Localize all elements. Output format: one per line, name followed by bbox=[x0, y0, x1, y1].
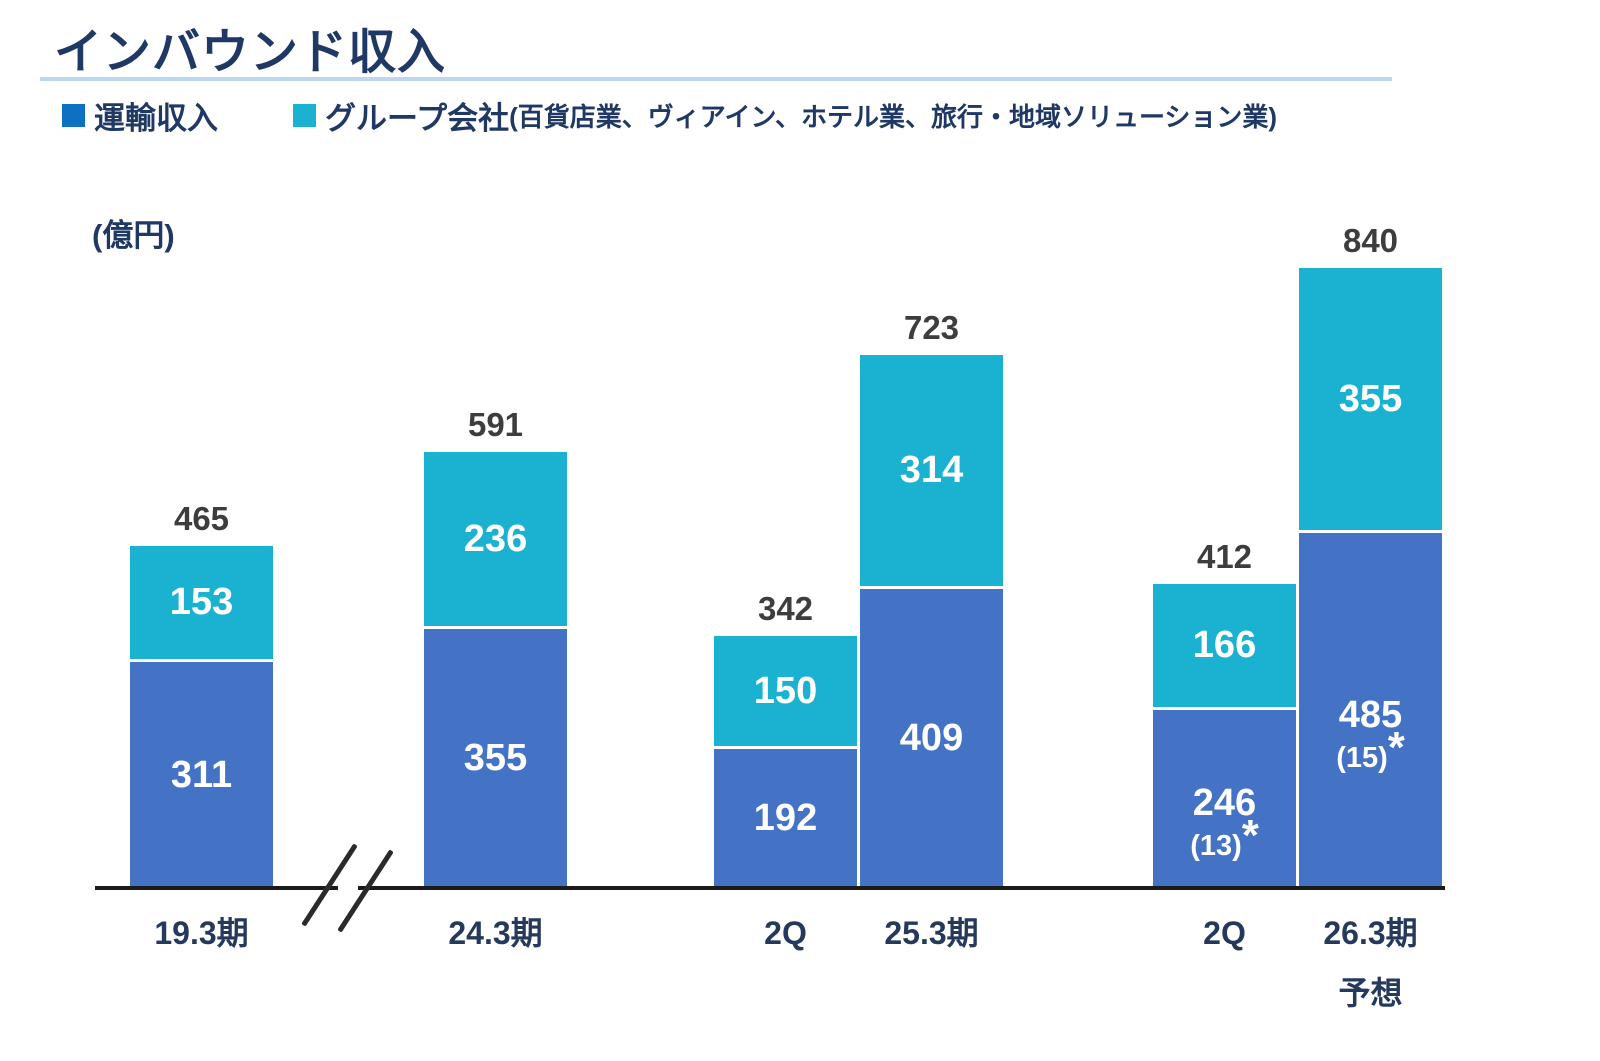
bar-segment-transport-label: 192 bbox=[754, 797, 817, 840]
segment-value: 192 bbox=[753, 797, 818, 840]
x-axis-label-line: 2Q bbox=[764, 915, 807, 951]
bar-segment-transport: 246 (13)* bbox=[1153, 706, 1296, 888]
segment-note: (15)* bbox=[1336, 726, 1405, 775]
bar-segment-group: 355 bbox=[1299, 268, 1442, 531]
segment-value: 314 bbox=[899, 449, 964, 492]
bar-segment-group: 153 bbox=[130, 545, 273, 659]
segment-value: 153 bbox=[169, 580, 234, 623]
legend-label-transport: 運輸収入 bbox=[94, 101, 218, 136]
bar-total-label: 723 bbox=[903, 308, 960, 346]
bar-total-label: 840 bbox=[1342, 222, 1399, 260]
legend-swatch-transport-icon bbox=[62, 104, 85, 127]
page-title: インバウンド収入 bbox=[54, 26, 447, 79]
segment-note: (13)* bbox=[1190, 814, 1259, 863]
bar-segment-transport: 485 (15)* bbox=[1299, 530, 1442, 888]
x-axis-label-line: 2Q bbox=[1203, 915, 1246, 951]
bar-segment-group-label: 153 bbox=[170, 581, 233, 624]
bar-segment-group-label: 236 bbox=[464, 518, 527, 561]
bar-segment-group: 150 bbox=[714, 635, 857, 747]
segment-value: 246 bbox=[1192, 782, 1257, 825]
x-axis-line bbox=[357, 886, 1445, 890]
x-axis-label: 19.3期 bbox=[92, 914, 312, 952]
bar-segment-transport-label: 246 (13)* bbox=[1190, 782, 1259, 863]
bar-segment-transport-label: 409 bbox=[900, 717, 963, 760]
bar-segment-group-label: 166 bbox=[1193, 624, 1256, 667]
unit-label: (億円) bbox=[92, 218, 175, 253]
x-axis-label-line: 19.3期 bbox=[154, 915, 249, 951]
segment-value: 150 bbox=[753, 669, 818, 712]
bar-segment-transport: 311 bbox=[130, 658, 273, 888]
title-underline bbox=[40, 77, 1392, 81]
legend-sublabel-group: (百貨店業、ヴィアイン、ホテル業、旅行・地域ソリューション業) bbox=[509, 102, 1278, 132]
asterisk-mark: * bbox=[1241, 811, 1259, 860]
segment-value: 355 bbox=[1338, 377, 1403, 420]
segment-value: 485 bbox=[1338, 694, 1403, 737]
segment-value: 166 bbox=[1192, 624, 1257, 667]
x-axis-label: 2Q bbox=[1115, 914, 1335, 952]
bar-segment-transport: 355 bbox=[424, 626, 567, 888]
x-axis-label-line: 25.3期 bbox=[884, 915, 979, 951]
x-axis-label: 24.3期 bbox=[386, 914, 606, 952]
bar-segment-group: 166 bbox=[1153, 584, 1296, 707]
legend-label-group: グループ会社 bbox=[325, 101, 510, 136]
bar-segment-group-label: 150 bbox=[754, 670, 817, 713]
legend-item-transport: 運輸収入 bbox=[62, 93, 218, 138]
bar-segment-group-label: 314 bbox=[900, 449, 963, 492]
asterisk-mark: * bbox=[1387, 723, 1405, 772]
segment-note-text: (15) bbox=[1336, 741, 1388, 774]
bar-segment-transport: 192 bbox=[714, 746, 857, 888]
x-axis-label-line: 26.3期 bbox=[1323, 915, 1418, 951]
bar-total-label: 591 bbox=[467, 406, 524, 444]
x-axis-label-line: 予想 bbox=[1338, 975, 1403, 1012]
bar-segment-transport: 409 bbox=[860, 586, 1003, 888]
bar-total-label: 342 bbox=[757, 589, 814, 627]
segment-value: 355 bbox=[463, 737, 528, 780]
x-axis-label: 25.3期 bbox=[822, 914, 1042, 952]
segment-note-text: (13) bbox=[1190, 830, 1242, 863]
bar-segment-transport-label: 311 bbox=[171, 754, 232, 797]
x-axis-label-line: 24.3期 bbox=[448, 915, 543, 951]
x-axis-label: 26.3期予想 bbox=[1261, 914, 1481, 1013]
x-axis-line bbox=[95, 886, 338, 890]
bar-segment-transport-label: 355 bbox=[464, 737, 527, 780]
segment-value: 311 bbox=[170, 753, 233, 796]
bar-segment-group: 236 bbox=[424, 452, 567, 627]
bar-total-label: 465 bbox=[173, 499, 230, 537]
bar-total-label: 412 bbox=[1196, 538, 1253, 576]
bar-segment-transport-label: 485 (15)* bbox=[1336, 694, 1405, 775]
bar-segment-group: 314 bbox=[860, 354, 1003, 587]
legend-swatch-group-icon bbox=[293, 104, 316, 127]
bar-segment-group-label: 355 bbox=[1339, 378, 1402, 421]
segment-value: 409 bbox=[899, 717, 964, 760]
x-axis-label: 2Q bbox=[676, 914, 896, 952]
segment-value: 236 bbox=[463, 517, 528, 560]
legend-item-group: グループ会社 (百貨店業、ヴィアイン、ホテル業、旅行・地域ソリューション業) bbox=[293, 93, 1277, 138]
